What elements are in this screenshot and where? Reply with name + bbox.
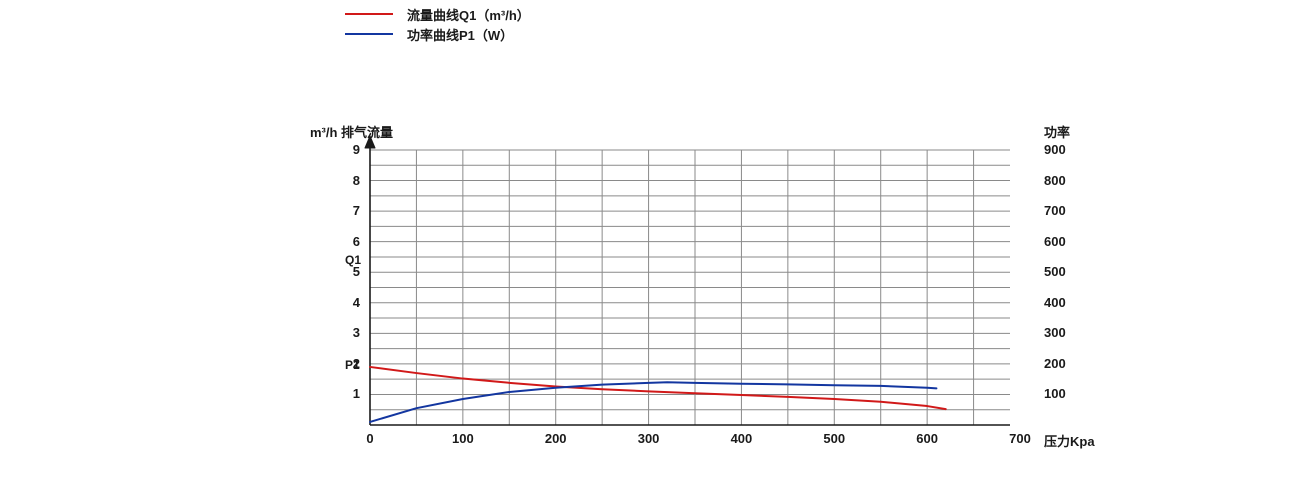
legend-item: 流量曲线Q1（m³/h） [345,4,530,24]
legend-label-q1: 流量曲线Q1（m³/h） [407,5,530,24]
tick-label: 400 [731,431,753,446]
tick-label: 700 [1044,203,1066,218]
legend-label-p1: 功率曲线P1（W） [407,25,513,44]
tick-label: 500 [1044,264,1066,279]
chart: m³/h 排气流量 功率 压力Kpa Q1 P1 010020030040050… [310,120,1010,480]
x-axis-label: 压力Kpa [1044,431,1095,450]
chart-svg [310,120,1010,480]
tick-label: 4 [353,295,360,310]
tick-label: 6 [353,234,360,249]
tick-label: 9 [353,142,360,157]
tick-label: 700 [1009,431,1031,446]
tick-label: 300 [1044,325,1066,340]
y-right-axis-label: 功率 [1044,122,1070,141]
tick-label: 7 [353,203,360,218]
legend-item: 功率曲线P1（W） [345,24,530,44]
tick-label: 2 [353,356,360,371]
legend-swatch-p1 [345,33,393,35]
tick-label: 100 [1044,386,1066,401]
tick-label: 5 [353,264,360,279]
tick-label: 200 [1044,356,1066,371]
y-left-axis-label: m³/h 排气流量 [310,122,393,141]
tick-label: 300 [638,431,660,446]
legend: 流量曲线Q1（m³/h） 功率曲线P1（W） [345,4,530,44]
tick-label: 600 [1044,234,1066,249]
tick-label: 500 [823,431,845,446]
legend-swatch-q1 [345,13,393,15]
tick-label: 600 [916,431,938,446]
tick-label: 900 [1044,142,1066,157]
tick-label: 8 [353,173,360,188]
tick-label: 100 [452,431,474,446]
tick-label: 1 [353,386,360,401]
tick-label: 3 [353,325,360,340]
tick-label: 400 [1044,295,1066,310]
tick-label: 800 [1044,173,1066,188]
tick-label: 200 [545,431,567,446]
tick-label: 0 [366,431,373,446]
